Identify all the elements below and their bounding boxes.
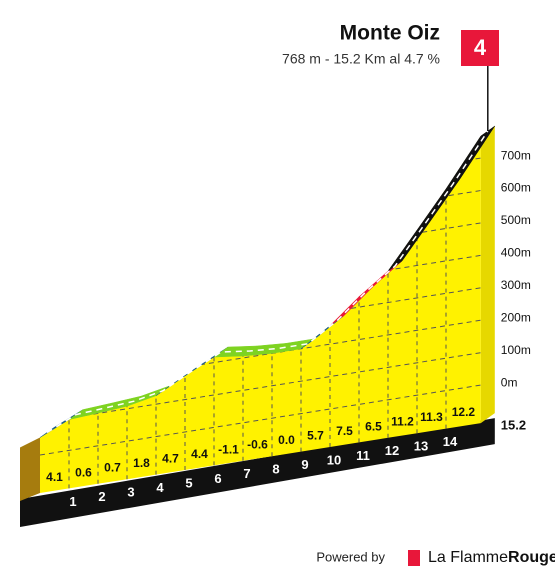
x-tick-label: 9 bbox=[301, 457, 308, 472]
gradient-label: 0.6 bbox=[75, 465, 92, 479]
flag-label: 4 bbox=[474, 35, 487, 60]
gradient-label: 4.4 bbox=[191, 447, 208, 461]
gradient-label: 0.7 bbox=[104, 461, 121, 475]
gradient-label: 12.2 bbox=[452, 405, 476, 419]
x-tick-label: 15.2 bbox=[501, 418, 526, 433]
chart-subtitle: 768 m - 15.2 Km al 4.7 % bbox=[282, 51, 440, 67]
y-tick-label: 600m bbox=[501, 181, 531, 195]
grid-line bbox=[40, 157, 481, 229]
gradient-label: 4.1 bbox=[46, 470, 63, 484]
side-face bbox=[20, 437, 40, 501]
side-face bbox=[480, 126, 495, 424]
gradient-label: 6.5 bbox=[365, 419, 382, 433]
x-tick-label: 5 bbox=[185, 475, 192, 490]
gradient-label: -0.6 bbox=[247, 438, 268, 452]
center-line bbox=[46, 130, 489, 434]
footer-powered: Powered by bbox=[316, 549, 385, 564]
y-tick-label: 200m bbox=[501, 310, 531, 324]
y-tick-label: 100m bbox=[501, 343, 531, 357]
x-tick-label: 8 bbox=[272, 462, 279, 477]
x-tick-label: 3 bbox=[127, 485, 134, 500]
x-tick-label: 12 bbox=[385, 443, 399, 458]
x-tick-label: 11 bbox=[356, 448, 370, 463]
x-tick-label: 6 bbox=[214, 471, 221, 486]
footer-brand: La FlammeRouge bbox=[428, 549, 555, 566]
y-tick-label: 500m bbox=[501, 213, 531, 227]
x-tick-label: 14 bbox=[443, 434, 458, 449]
flag bbox=[461, 30, 499, 66]
gradient-label: 5.7 bbox=[307, 428, 324, 442]
y-tick-label: 700m bbox=[501, 148, 531, 162]
gradient-label: 0.0 bbox=[278, 433, 295, 447]
brand-rouge: Rouge bbox=[508, 549, 555, 566]
gradient-label: -1.1 bbox=[218, 442, 239, 456]
y-tick-label: 400m bbox=[501, 246, 531, 260]
grid-line bbox=[40, 384, 481, 456]
x-tick-label: 4 bbox=[156, 480, 164, 495]
x-tick-label: 10 bbox=[327, 452, 341, 467]
gradient-label: 4.7 bbox=[162, 451, 179, 465]
ground-strip bbox=[20, 418, 495, 527]
brand-flamme: La Flamme bbox=[428, 549, 508, 566]
gradient-label: 1.8 bbox=[133, 456, 150, 470]
profile-face bbox=[40, 136, 481, 493]
y-tick-label: 300m bbox=[501, 278, 531, 292]
x-tick-label: 2 bbox=[98, 489, 105, 504]
x-tick-label: 13 bbox=[414, 439, 428, 454]
chart-title: Monte Oiz bbox=[340, 22, 440, 45]
logo-icon bbox=[408, 550, 420, 566]
x-tick-label: 1 bbox=[69, 494, 76, 509]
y-tick-label: 0m bbox=[501, 375, 518, 389]
gradient-label: 7.5 bbox=[336, 424, 353, 438]
grid-line bbox=[40, 352, 481, 424]
gradient-label: 11.3 bbox=[420, 410, 443, 424]
gradient-label: 11.2 bbox=[391, 415, 414, 429]
x-tick-label: 7 bbox=[243, 466, 250, 481]
